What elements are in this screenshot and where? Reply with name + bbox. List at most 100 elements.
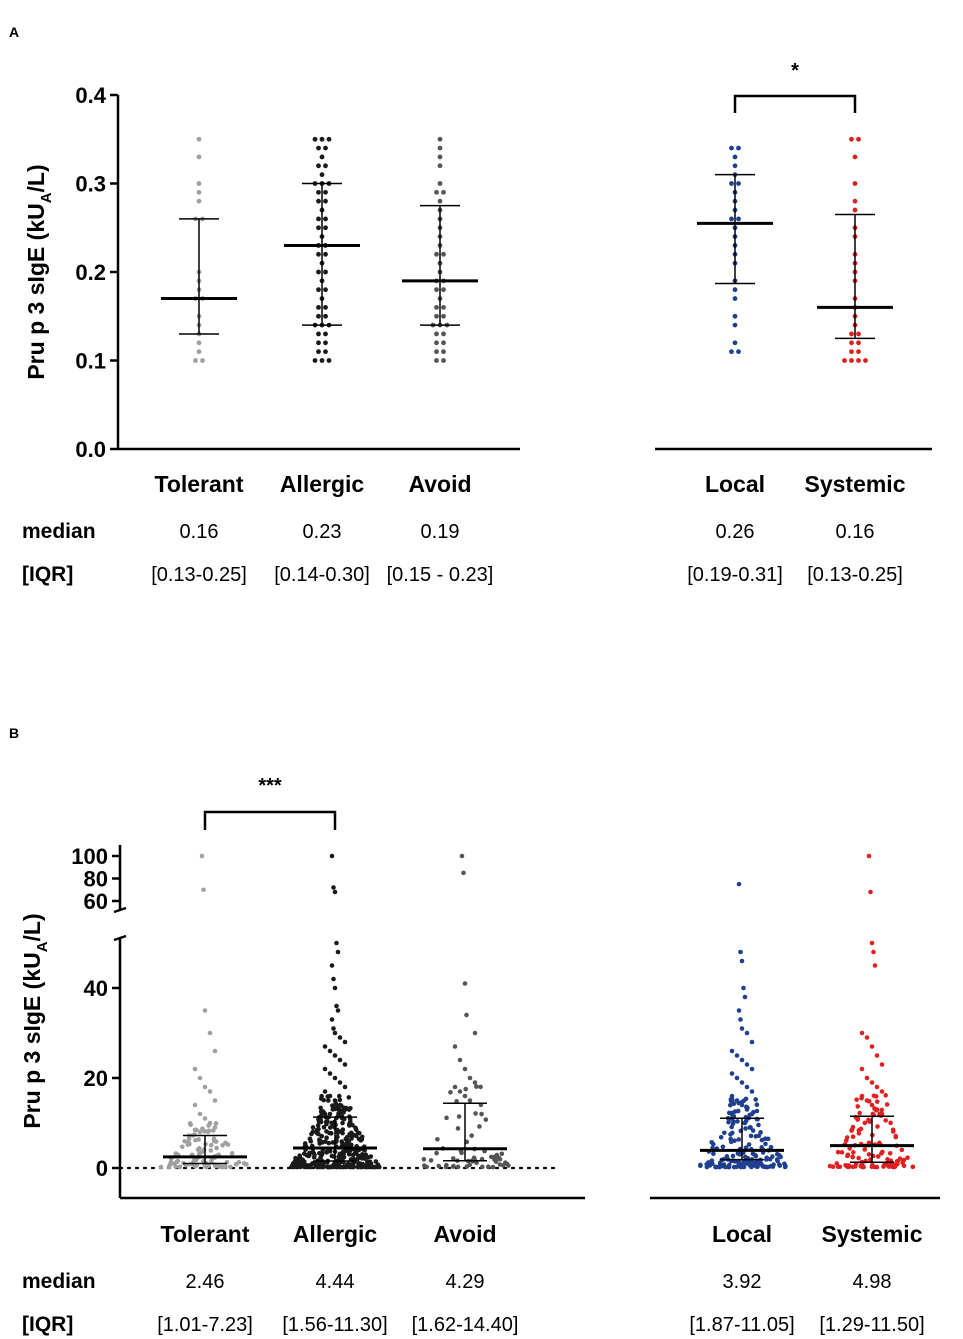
panel-b-data-point (435, 1136, 440, 1142)
panel-b-data-point (748, 1133, 754, 1139)
panel-a-category-label: Allergic (280, 471, 365, 497)
panel-b-data-point (214, 1145, 219, 1151)
panel-b-data-point (179, 1144, 185, 1150)
panel-a-data-point (326, 136, 332, 142)
panel-b-data-point (201, 1147, 207, 1152)
panel-b-data-point (337, 1057, 343, 1063)
panel-b-data-point (729, 1048, 735, 1054)
panel-b-data-point (744, 1030, 750, 1036)
panel-b-data-point (890, 1127, 896, 1133)
panel-b-data-point (869, 940, 875, 946)
panel-b-data-point (212, 1048, 218, 1054)
panel-b-data-point (736, 881, 742, 887)
panel-b-data-point (754, 1102, 760, 1108)
panel-b-data-point (297, 1153, 303, 1158)
panel-b-data-point (212, 1125, 218, 1130)
panel-b-data-point (756, 1133, 762, 1139)
panel-b-data-point (737, 1152, 743, 1157)
panel-b-data-point (324, 1135, 329, 1141)
panel-b-data-point (340, 1130, 345, 1136)
panel-b-data-point (197, 1111, 203, 1117)
panel-b-data-point (341, 1154, 347, 1160)
panel-b-data-point (359, 1134, 365, 1140)
panel-b-data-point (775, 1158, 780, 1164)
panel-a-data-point (312, 358, 318, 363)
panel-b-data-point (330, 1103, 335, 1108)
panel-b-data-point (753, 1152, 758, 1158)
panel-b-data-point (866, 1152, 872, 1157)
panel-b-data-point (869, 1044, 875, 1049)
panel-b-data-point (887, 1151, 893, 1156)
panel-b-data-point (312, 1152, 317, 1158)
panel-b-data-point (874, 1164, 880, 1170)
panel-b-data-point (307, 1136, 313, 1142)
panel-b-data-point (316, 1131, 321, 1137)
panel-b-data-point (866, 1118, 872, 1123)
panel-b-data-point (329, 1017, 335, 1022)
panel-b-category-label: Local (712, 1221, 772, 1247)
panel-b-data-point (331, 976, 336, 982)
panel-a-data-point (196, 198, 202, 204)
panel-b-data-point (337, 1097, 343, 1103)
panel-b-data-point (862, 1147, 868, 1152)
panel-b-data-point (200, 1126, 205, 1131)
panel-b-data-point (336, 1093, 342, 1099)
panel-b-data-point (485, 1164, 491, 1170)
panel-b-data-point (870, 1111, 876, 1117)
panel-a-data-point (732, 287, 738, 293)
panel-b-data-point (322, 1066, 328, 1072)
panel-b-data-point (355, 1164, 361, 1170)
panel-b-data-point (704, 1161, 709, 1167)
panel-a-data-point (437, 154, 443, 160)
panel-a-data-point (196, 340, 202, 346)
panel-b-data-point (727, 1102, 733, 1108)
panel-b-data-point (342, 1084, 348, 1090)
panel-b-data-point (734, 1098, 740, 1103)
panel-b-data-point (734, 1164, 740, 1170)
panel-b-data-point (462, 1066, 468, 1072)
panel-b-data-point (749, 1164, 754, 1170)
panel-b-data-point (490, 1164, 496, 1170)
panel-a-data-point (732, 322, 738, 328)
panel-b-data-point (199, 853, 205, 859)
panel-b-data-point (837, 1164, 843, 1170)
panel-b-data-point (337, 1102, 343, 1108)
panel-b-data-point (315, 1123, 321, 1128)
panel-a-data-point (323, 269, 328, 275)
panel-b-data-point (874, 1053, 880, 1058)
panel-b-data-point (295, 1160, 301, 1166)
panel-b-data-point (739, 958, 745, 964)
panel-a-data-point (323, 349, 328, 355)
panel-a-data-point (319, 172, 325, 178)
panel-b-data-point (736, 1159, 741, 1165)
panel-b-data-point (203, 1164, 208, 1169)
panel-b-data-point (698, 1163, 703, 1169)
panel-b-data-point (308, 1164, 313, 1170)
panel-a-data-point (437, 198, 443, 204)
panel-b-data-point (202, 1084, 208, 1090)
panel-b-data-point (187, 1121, 193, 1126)
panel-b-data-point (318, 1105, 323, 1111)
panel-b-data-point (462, 981, 468, 986)
panel-b-data-point (492, 1156, 498, 1162)
panel-b-data-point (770, 1164, 776, 1169)
panel-a-data-point (316, 313, 321, 319)
panel-a-data-point (441, 305, 446, 310)
panel-b-y-axis-title: Pru p 3 sIgE (kUA/L) (19, 913, 51, 1128)
panel-a-category-label: Tolerant (154, 471, 243, 497)
panel-b-data-point (743, 1145, 749, 1150)
panel-b-category-label: Systemic (821, 1221, 922, 1247)
panel-b-data-point (860, 1164, 865, 1170)
panel-b-data-point (472, 1080, 478, 1085)
panel-b-data-point (329, 853, 335, 859)
panel-b-category-label: Allergic (293, 1221, 378, 1247)
panel-b-data-point (864, 1035, 870, 1040)
panel-b-data-point (351, 1164, 357, 1170)
panel-b-data-point (864, 1075, 870, 1081)
panel-b-data-point (202, 1116, 208, 1121)
panel-a-data-point (319, 154, 325, 160)
panel-a-data-point (441, 349, 446, 355)
panel-b-data-point (770, 1154, 775, 1159)
panel-b-data-point (869, 1080, 875, 1085)
panel-b-data-point (233, 1161, 239, 1167)
